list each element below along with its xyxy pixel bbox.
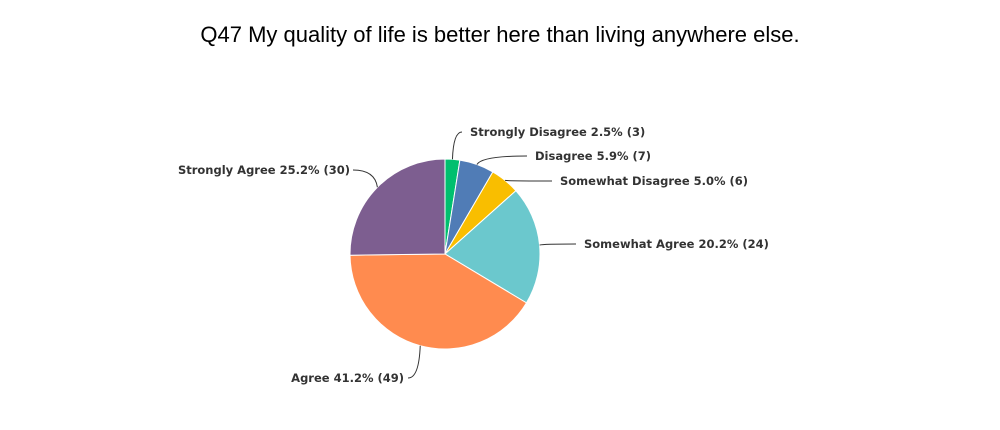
leader-line	[505, 179, 553, 182]
leader-line	[539, 243, 577, 246]
leader-line	[476, 155, 528, 165]
slice-label: Strongly Agree 25.2% (30)	[178, 163, 350, 177]
slice-label: Somewhat Disagree 5.0% (6)	[560, 174, 748, 188]
pie-slice-agree	[349, 253, 528, 350]
pie-slice-strongly-agree	[349, 158, 446, 256]
slice-label: Disagree 5.9% (7)	[535, 149, 651, 163]
slice-label: Agree 41.2% (49)	[291, 371, 404, 385]
leader-line	[407, 345, 421, 379]
slice-label: Strongly Disagree 2.5% (3)	[470, 125, 645, 139]
pie-slice-somewhat-agree	[444, 190, 541, 304]
slice-label: Somewhat Agree 20.2% (24)	[584, 237, 769, 251]
chart-title: Q47 My quality of life is better here th…	[200, 22, 800, 47]
leader-line	[451, 131, 463, 160]
leader-line	[352, 169, 378, 188]
